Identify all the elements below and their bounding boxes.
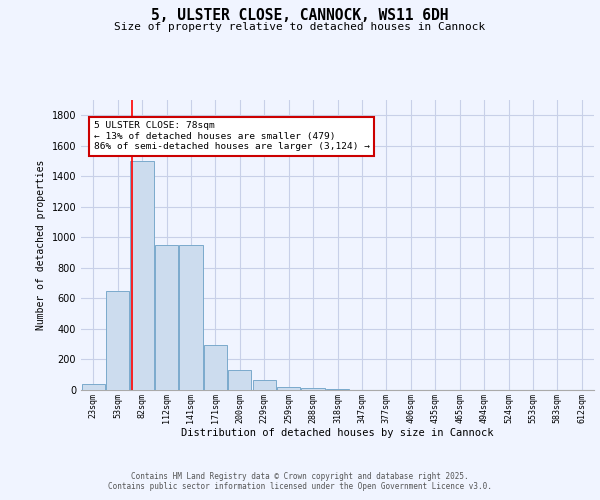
Bar (179, 245, 203, 390)
Bar (253, 380, 276, 390)
X-axis label: Distribution of detached houses by size in Cannock: Distribution of detached houses by size … (181, 428, 494, 438)
Text: Size of property relative to detached houses in Cannock: Size of property relative to detached ho… (115, 22, 485, 32)
Bar (204, 345, 227, 390)
Bar (277, 387, 300, 390)
Text: 5 ULSTER CLOSE: 78sqm
← 13% of detached houses are smaller (479)
86% of semi-det: 5 ULSTER CLOSE: 78sqm ← 13% of detached … (94, 122, 370, 151)
Bar (155, 245, 178, 390)
Bar (326, 389, 349, 390)
Bar (301, 388, 325, 390)
Y-axis label: Number of detached properties: Number of detached properties (36, 160, 46, 330)
Bar (130, 161, 154, 390)
Bar (82, 384, 105, 390)
Bar (228, 370, 251, 390)
Text: 5, ULSTER CLOSE, CANNOCK, WS11 6DH: 5, ULSTER CLOSE, CANNOCK, WS11 6DH (151, 8, 449, 22)
Text: Contains HM Land Registry data © Crown copyright and database right 2025.
Contai: Contains HM Land Registry data © Crown c… (108, 472, 492, 491)
Bar (106, 291, 129, 390)
